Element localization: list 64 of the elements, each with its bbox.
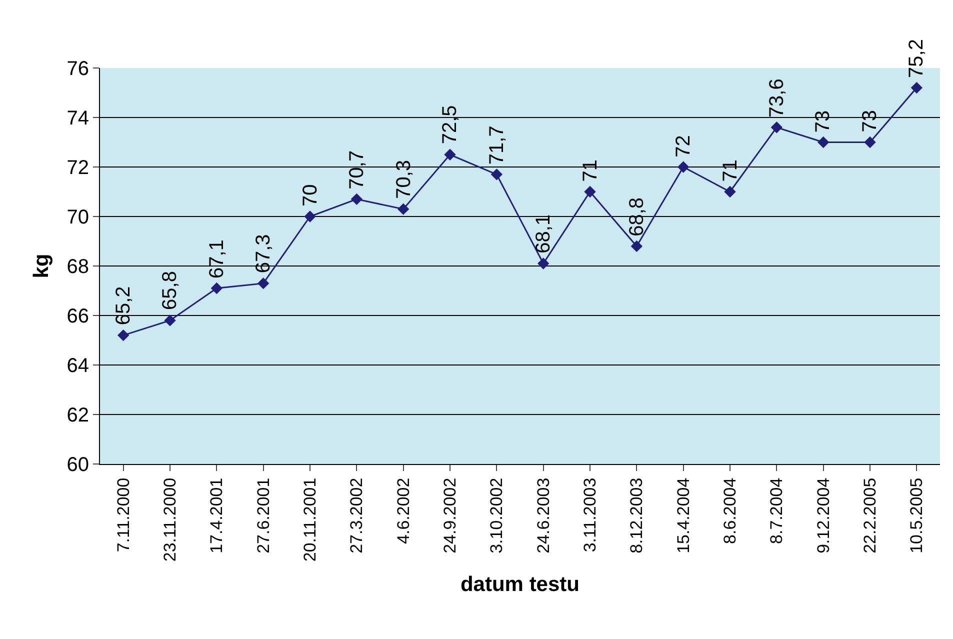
- x-tick-label: 27.3.2002: [347, 478, 366, 554]
- y-tick-label: 60: [66, 454, 89, 476]
- point: [117, 329, 130, 342]
- y-tick-label: 70: [66, 206, 89, 228]
- x-tick-label: 17.4.2001: [207, 478, 226, 554]
- y-tick-label: 76: [66, 58, 89, 80]
- data-label: 70,3: [392, 160, 415, 199]
- point: [397, 203, 410, 215]
- point: [677, 161, 690, 173]
- y-axis-title: kg: [30, 254, 53, 278]
- y-tick-label: 72: [66, 157, 89, 179]
- point: [770, 122, 783, 134]
- y-tick-label: 62: [66, 404, 89, 426]
- data-label: 72: [672, 135, 694, 158]
- point: [210, 282, 223, 294]
- data-label: 73,6: [766, 78, 788, 118]
- x-tick-label: 10.5.2005: [907, 478, 926, 554]
- data-label: 65,8: [159, 271, 182, 310]
- data-label: 65,2: [112, 286, 135, 326]
- point: [584, 186, 596, 198]
- point: [537, 258, 550, 270]
- x-tick-label: 20.11.2001: [300, 478, 320, 562]
- data-label: 67,1: [206, 240, 228, 278]
- data-label: 68,1: [532, 214, 554, 254]
- y-tick-label: 68: [66, 256, 89, 278]
- y-tick-label: 74: [66, 108, 89, 130]
- x-tick-label: 3.10.2002: [487, 478, 506, 554]
- point: [630, 240, 643, 252]
- data-label: 67,3: [252, 234, 274, 274]
- x-tick-label: 4.6.2002: [394, 478, 413, 544]
- x-axis-title: datum testu: [460, 572, 580, 596]
- x-tick-label: 8.6.2004: [720, 478, 740, 544]
- point: [490, 168, 503, 180]
- x-tick-label: 9.12.2004: [814, 478, 833, 554]
- point: [257, 277, 270, 290]
- x-tick-label: 24.6.2003: [534, 478, 553, 554]
- point: [304, 210, 316, 222]
- data-label: 71: [579, 160, 602, 182]
- data-label: 75,2: [905, 39, 928, 78]
- data-label: 70,7: [346, 150, 368, 190]
- point: [350, 193, 363, 206]
- point: [164, 314, 176, 326]
- data-label: 73: [812, 110, 834, 133]
- data-label: 71,7: [486, 126, 508, 165]
- data-label: 73: [858, 110, 881, 132]
- x-tick-label: 7.11.2000: [114, 478, 133, 552]
- y-tick-label: 66: [66, 306, 89, 328]
- x-tick-label: 15.4.2004: [674, 478, 693, 554]
- data-label: 70: [300, 184, 322, 206]
- x-tick-label: 27.6.2001: [254, 478, 273, 554]
- point: [910, 82, 923, 94]
- point: [444, 148, 456, 160]
- point: [817, 136, 830, 148]
- x-tick-label: 24.9.2002: [440, 478, 460, 554]
- data-label: 71: [719, 160, 742, 182]
- x-tick-label: 3.11.2003: [580, 478, 600, 552]
- data-label: 72,5: [438, 105, 461, 144]
- x-tick-label: 8.12.2003: [627, 478, 646, 554]
- point: [724, 186, 736, 198]
- x-tick-label: 8.7.2004: [767, 478, 786, 544]
- x-tick-label: 22.2.2005: [860, 478, 880, 554]
- point: [864, 136, 876, 148]
- y-tick-label: 64: [66, 355, 89, 377]
- x-tick-label: 23.11.2000: [160, 478, 180, 562]
